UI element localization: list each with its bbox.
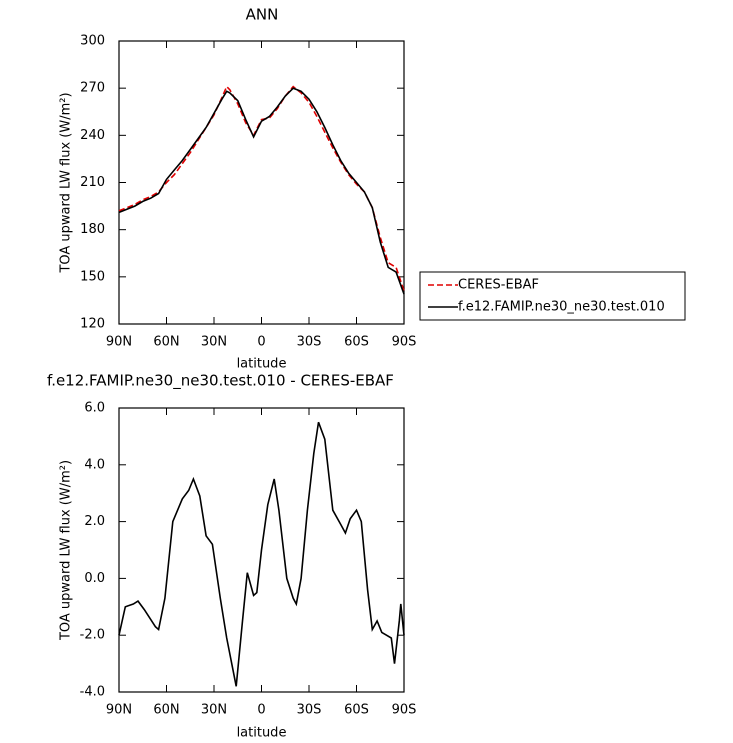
y-tick-label: 300 — [80, 34, 105, 49]
x-tick-label: 90S — [392, 335, 417, 350]
y-tick-label: -2.0 — [80, 628, 105, 643]
legend: CERES-EBAF f.e12.FAMIP.ne30_ne30.test.010 — [419, 271, 686, 321]
x-tick-label: 60N — [153, 703, 179, 718]
x-tick-label: 30N — [201, 703, 227, 718]
x-tick-label: 0 — [257, 335, 265, 350]
y-tick-label: 180 — [80, 222, 105, 237]
x-tick-label: 30S — [297, 703, 322, 718]
x-tick-label: 60S — [344, 335, 369, 350]
legend-label: CERES-EBAF — [458, 278, 539, 293]
y-tick-label: 210 — [80, 175, 105, 190]
chart-title: ANN — [246, 6, 279, 24]
y-tick-label: 120 — [80, 317, 105, 332]
legend-label: f.e12.FAMIP.ne30_ne30.test.010 — [458, 300, 665, 315]
y-tick-label: 4.0 — [84, 457, 105, 472]
plot-frame — [118, 40, 405, 325]
x-tick-label: 0 — [257, 703, 265, 718]
x-tick-label: 60N — [153, 335, 179, 350]
x-axis-label: latitude — [237, 726, 287, 741]
x-tick-label: 30S — [297, 335, 322, 350]
data-line — [118, 87, 405, 295]
y-axis-label: TOA upward LW flux (W/m²) — [59, 460, 74, 641]
y-tick-label: 150 — [80, 269, 105, 284]
y-tick-label: 270 — [80, 81, 105, 96]
y-tick-label: 6.0 — [84, 401, 105, 416]
y-axis-label: TOA upward LW flux (W/m²) — [59, 92, 74, 273]
x-tick-label: 30N — [201, 335, 227, 350]
y-tick-label: -4.0 — [80, 685, 105, 700]
legend-frame — [419, 271, 686, 321]
x-tick-label: 90N — [106, 703, 132, 718]
y-tick-label: 240 — [80, 128, 105, 143]
x-tick-label: 90S — [392, 703, 417, 718]
y-tick-label: 0.0 — [84, 571, 105, 586]
y-tick-label: 2.0 — [84, 514, 105, 529]
x-axis-label: latitude — [237, 357, 287, 372]
data-line — [118, 421, 405, 687]
x-tick-label: 90N — [106, 335, 132, 350]
chart-title: f.e12.FAMIP.ne30_ne30.test.010 - CERES-E… — [47, 372, 394, 391]
x-tick-label: 60S — [344, 703, 369, 718]
